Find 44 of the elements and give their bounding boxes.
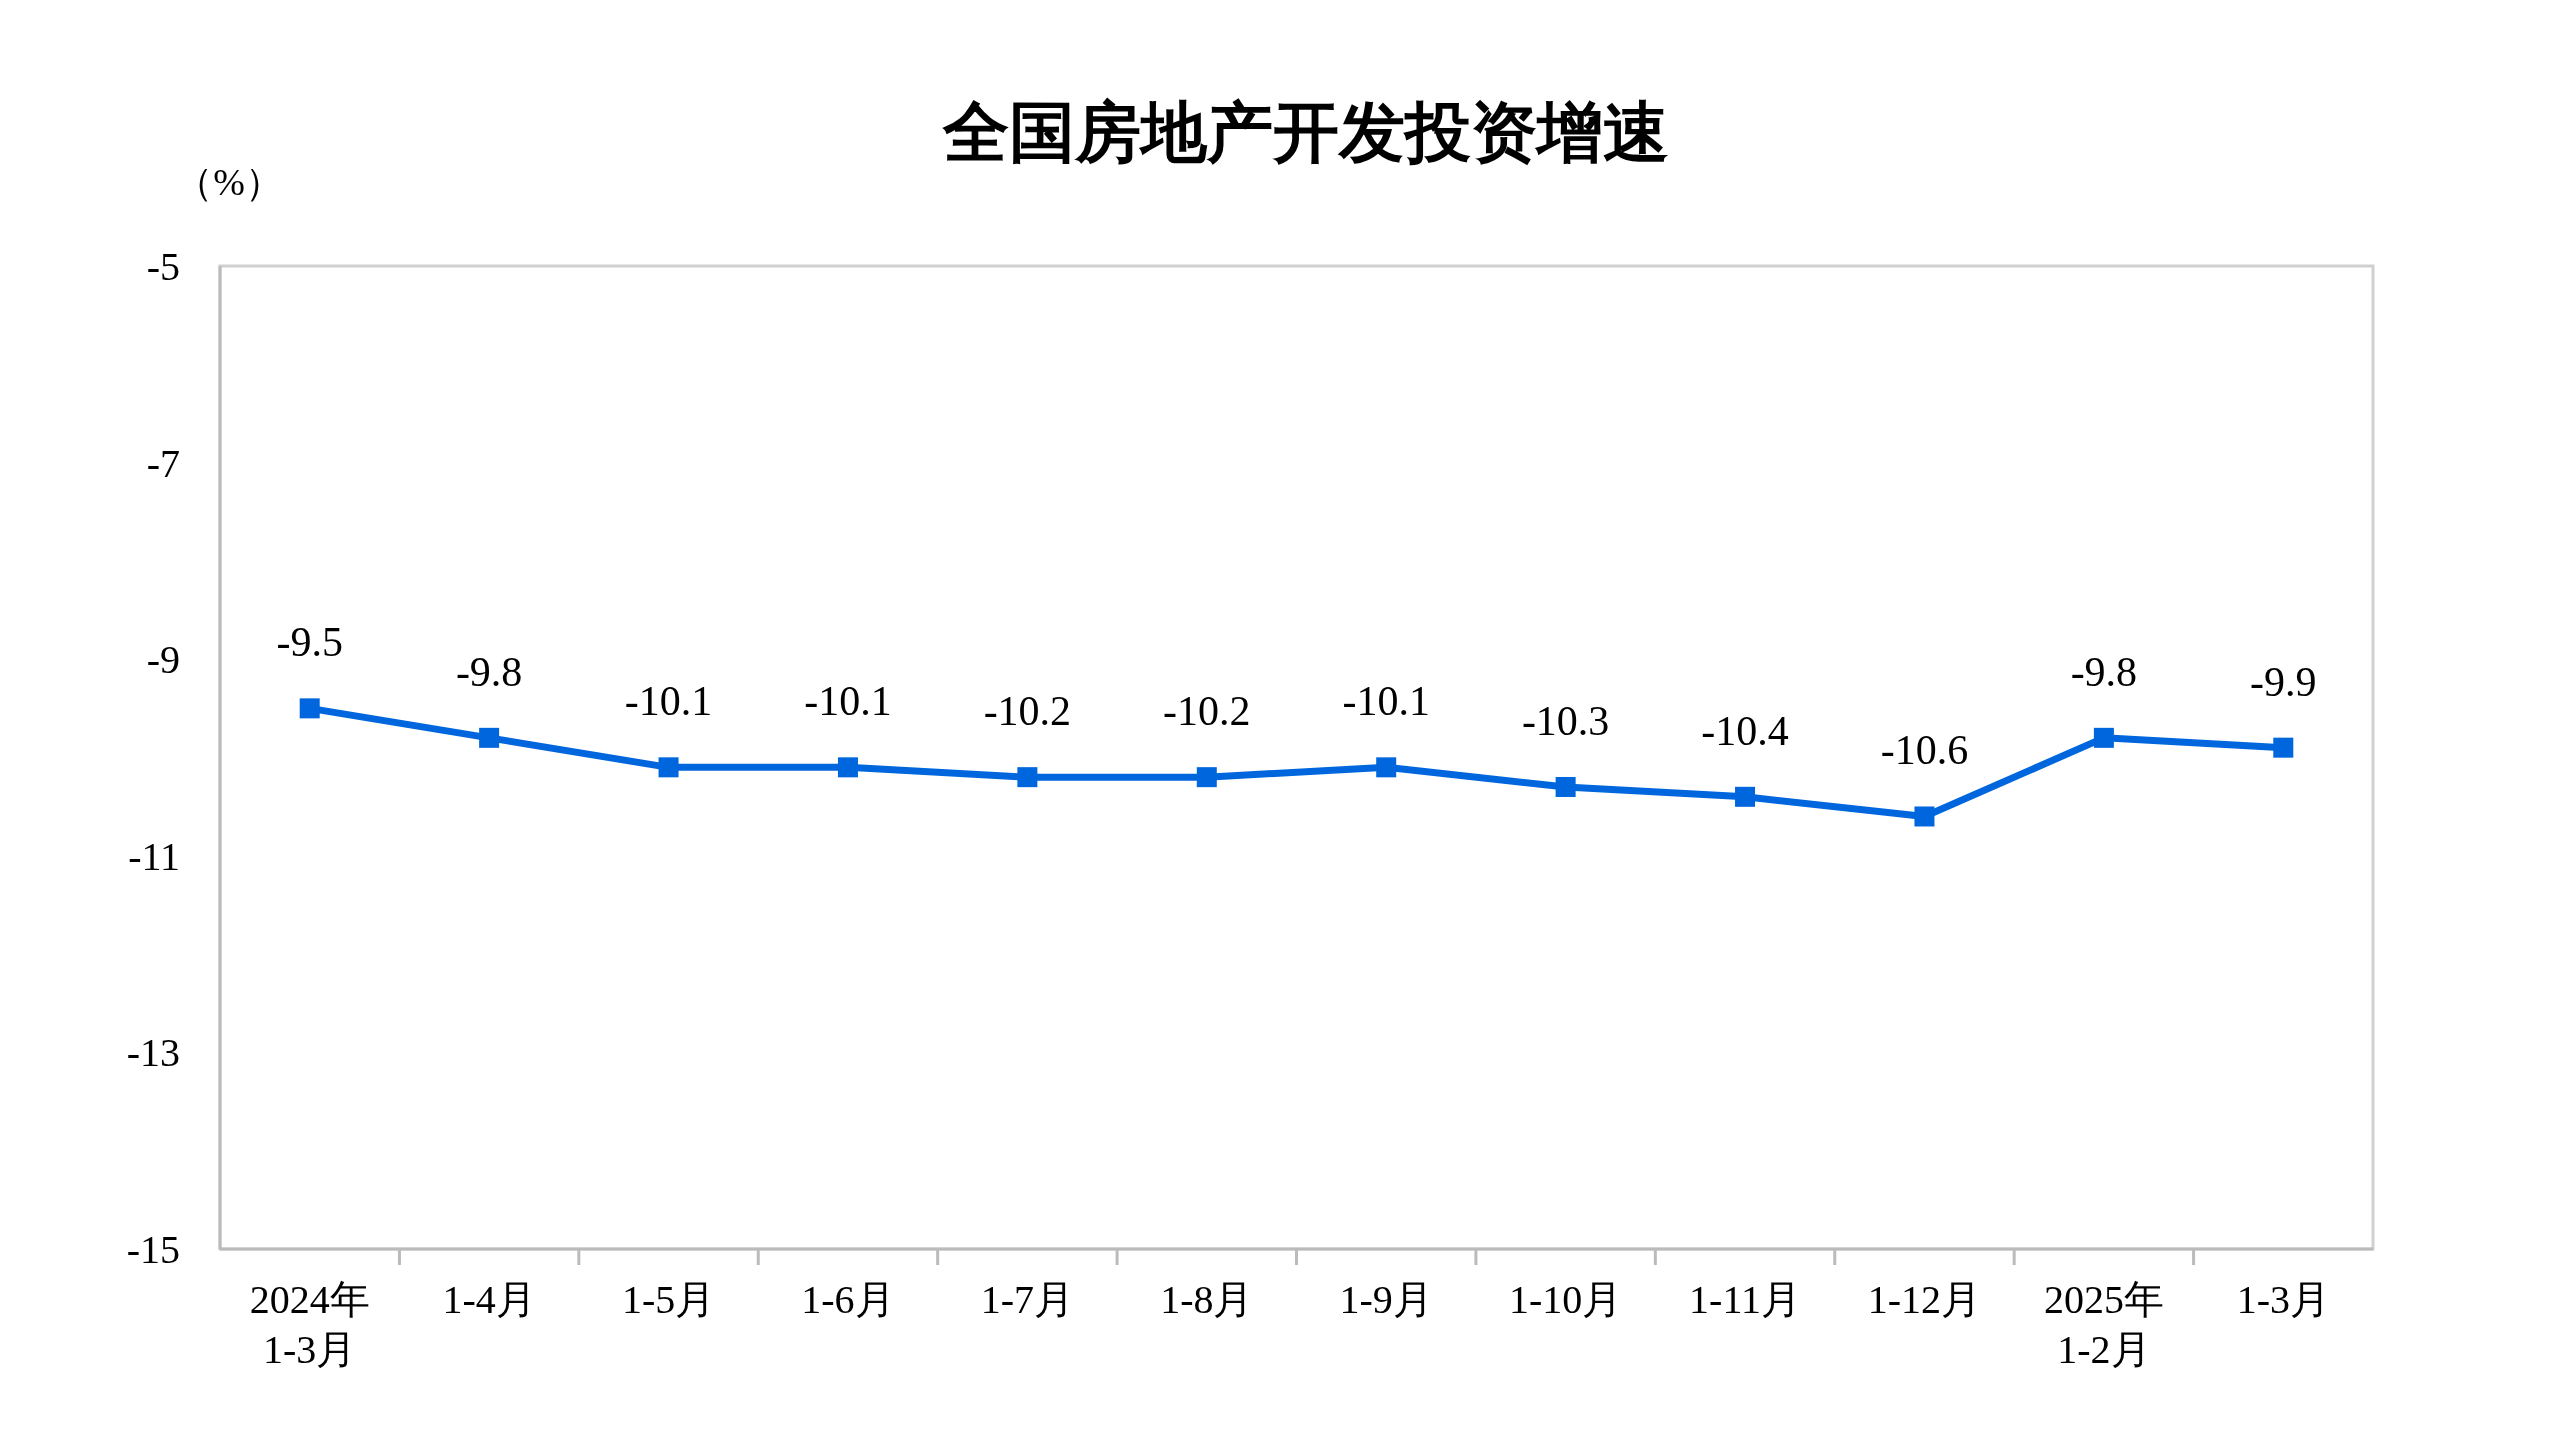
x-tick-label: 1-11月 (1689, 1277, 1801, 1322)
data-label: -10.1 (624, 678, 713, 725)
point (658, 757, 679, 778)
y-tick-label: -5 (146, 244, 180, 289)
x-tick-label: 2025年 1-2月 (2043, 1277, 2164, 1372)
data-label: -10.2 (1163, 688, 1251, 735)
point (1555, 776, 1576, 797)
point (479, 727, 500, 748)
point (2273, 737, 2294, 758)
point (1017, 767, 1038, 788)
y-tick-label: -11 (128, 833, 180, 879)
y-tick-label: -13 (126, 1030, 180, 1076)
data-label: -9.8 (455, 648, 523, 695)
data-label: -10.4 (1701, 707, 1789, 754)
x-tick-label: 1-9月 (1339, 1277, 1433, 1322)
x-tick-label: 1-10月 (1508, 1277, 1623, 1322)
y-axis-title: （%） (175, 161, 283, 203)
point (1376, 757, 1397, 778)
x-tick-label: 1-4月 (442, 1277, 536, 1322)
x-tick-label: 1-7月 (980, 1277, 1075, 1322)
point (1735, 786, 1756, 807)
data-label: -9.8 (2070, 648, 2138, 695)
data-label: -10.6 (1880, 727, 1969, 774)
y-tick-label: -7 (146, 440, 180, 486)
x-tick-label: 1-3月 (2236, 1277, 2330, 1322)
data-label: -9.5 (276, 619, 343, 666)
data-label: -10.1 (804, 678, 892, 725)
data-label: -10.3 (1521, 697, 1610, 744)
y-tick-label: -15 (126, 1227, 180, 1272)
point (837, 757, 858, 778)
point (1196, 767, 1217, 788)
x-tick-label: 2024年 1-3月 (249, 1277, 370, 1372)
point (299, 698, 320, 719)
point (2093, 727, 2114, 748)
x-tick-label: 1-12月 (1867, 1277, 1982, 1322)
data-label: -10.2 (983, 688, 1072, 735)
x-tick-label: 1-8月 (1160, 1277, 1254, 1322)
x-tick-label: 1-5月 (621, 1277, 716, 1322)
chart-title: 全国房地产开发投资增速 (942, 94, 1669, 171)
data-label: -9.9 (2250, 658, 2317, 705)
point (1914, 806, 1935, 827)
x-tick-label: 1-6月 (801, 1277, 895, 1322)
data-label: -10.1 (1342, 678, 1430, 725)
y-tick-label: -9 (146, 637, 180, 683)
